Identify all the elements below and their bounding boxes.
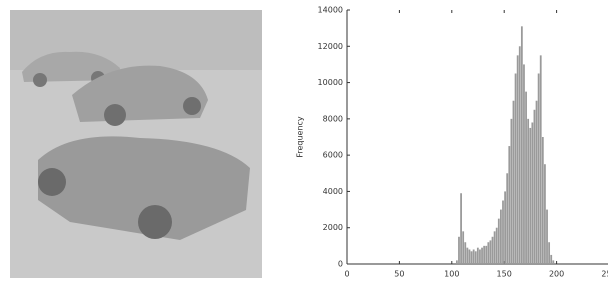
wheel	[104, 104, 126, 126]
wheel	[33, 73, 47, 87]
histogram-bar	[496, 228, 498, 264]
histogram-bar	[494, 231, 496, 264]
histogram-bar	[508, 146, 510, 264]
histogram-bar	[483, 246, 485, 264]
screen: Frequency 020004000600080001000012000140…	[0, 0, 608, 283]
histogram-bar	[546, 210, 548, 264]
x-tick-label: 200	[549, 270, 564, 279]
histogram-bar	[481, 248, 483, 264]
histogram-bar	[477, 248, 479, 264]
histogram-bar	[471, 251, 473, 264]
histogram-bar	[544, 164, 546, 264]
y-tick-label: 12000	[318, 42, 343, 51]
histogram-bar	[473, 249, 475, 264]
histogram-bar	[536, 101, 538, 264]
histogram-bar	[529, 128, 531, 264]
histogram-bar	[521, 26, 523, 264]
x-tick-label: 100	[444, 270, 459, 279]
histogram-bar	[487, 242, 489, 264]
histogram-bar	[485, 246, 487, 264]
histogram-bar	[510, 119, 512, 264]
histogram-bar	[542, 137, 544, 264]
histogram-bar	[513, 101, 515, 264]
histogram-bar	[500, 210, 502, 264]
histogram-bar	[552, 260, 554, 264]
histogram-bar	[458, 237, 460, 264]
wheel	[183, 97, 201, 115]
y-tick-label: 14000	[318, 6, 343, 15]
x-tick-label: 250	[601, 270, 608, 279]
histogram-bar	[469, 249, 471, 264]
histogram-bar	[515, 74, 517, 265]
wheel	[38, 168, 66, 196]
photo	[10, 10, 262, 278]
histogram-bar	[475, 251, 477, 264]
histogram-bar	[550, 255, 552, 264]
histogram-bar	[498, 219, 500, 264]
histogram-bar	[517, 55, 519, 264]
y-tick-label: 10000	[318, 78, 343, 87]
histogram-bar	[502, 201, 504, 265]
histogram-bar	[460, 193, 462, 264]
histogram-bar	[525, 92, 527, 264]
histogram-bar	[538, 74, 540, 265]
histogram-bar	[479, 249, 481, 264]
histogram-bar	[527, 119, 529, 264]
histogram-bar	[492, 237, 494, 264]
histogram-bar	[548, 242, 550, 264]
histogram-bar	[523, 64, 525, 264]
histogram-bar	[531, 122, 533, 264]
page: Frequency 020004000600080001000012000140…	[0, 0, 608, 283]
histogram-bar	[456, 260, 458, 264]
histogram-bar	[506, 173, 508, 264]
histogram-bar	[464, 242, 466, 264]
histogram-bar	[504, 191, 506, 264]
y-axis-label: Frequency	[296, 116, 305, 158]
histogram-bar	[540, 55, 542, 264]
y-tick-label: 4000	[323, 187, 343, 196]
histogram-bar	[466, 248, 468, 264]
histogram-bar	[534, 110, 536, 264]
histogram-bar	[490, 240, 492, 264]
wheel	[138, 205, 172, 239]
y-tick-label: 8000	[323, 114, 343, 123]
x-tick-label: 0	[344, 270, 349, 279]
y-tick-label: 2000	[323, 223, 343, 232]
histogram-bar	[519, 46, 521, 264]
histogram-bar	[462, 231, 464, 264]
y-tick-label: 6000	[323, 151, 343, 160]
x-tick-label: 150	[497, 270, 512, 279]
x-tick-label: 50	[394, 270, 404, 279]
y-tick-label: 0	[338, 260, 343, 269]
